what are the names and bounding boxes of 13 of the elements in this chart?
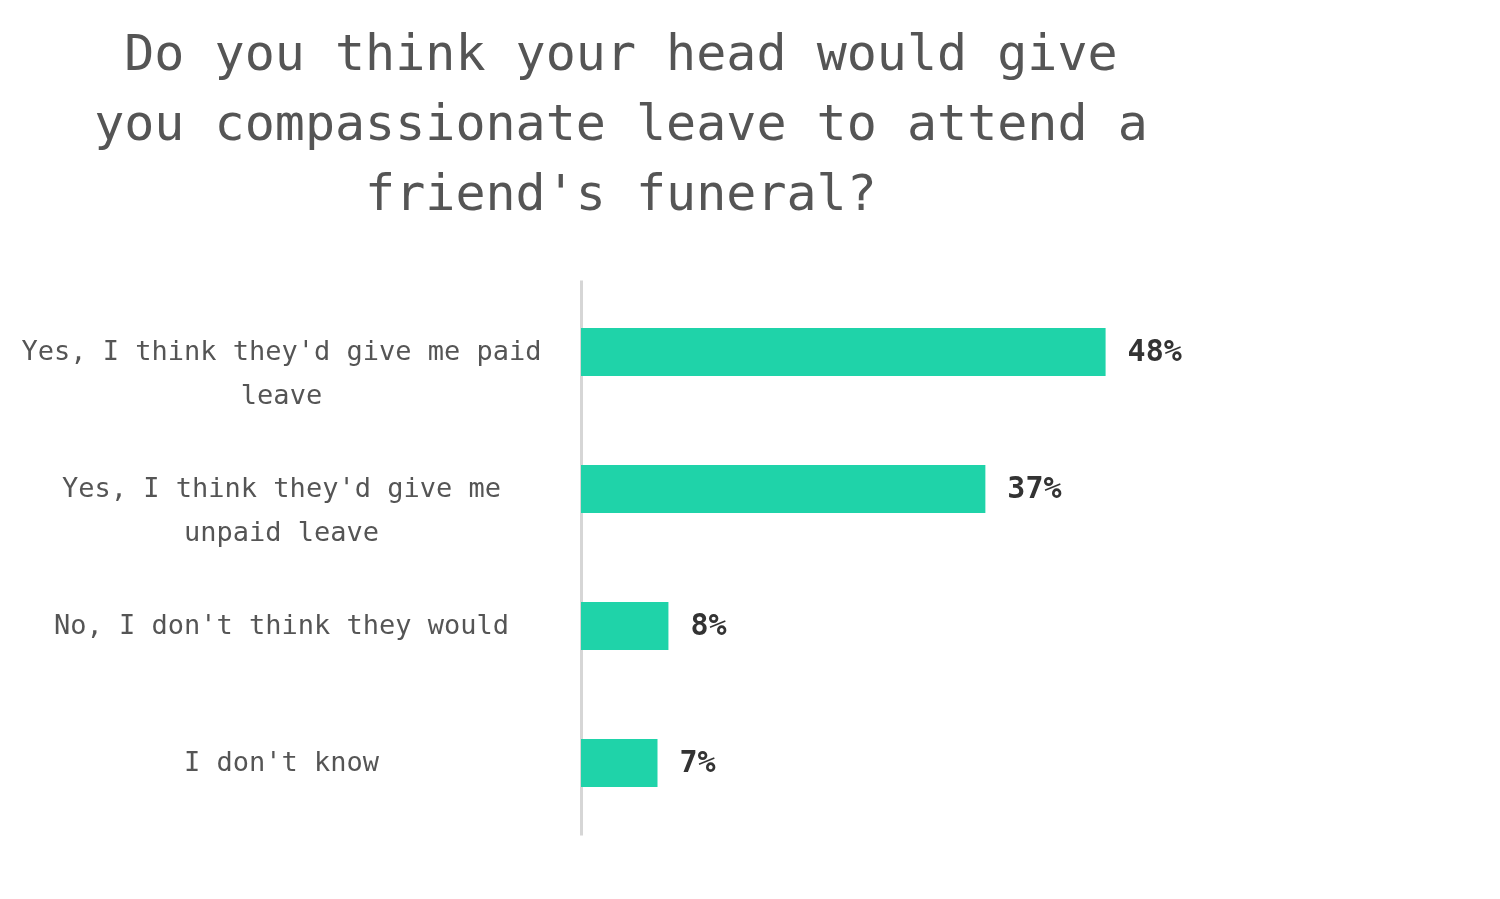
bar [581, 602, 669, 650]
bar [581, 327, 1106, 376]
data-label: 37% [1007, 469, 1062, 505]
y-tick-label: I don't know [183, 746, 380, 778]
y-tick-label: Yes, I think they'd give me paid leave [21, 334, 542, 410]
data-label: 7% [679, 744, 716, 780]
y-tick-label: Yes, I think they'd give me unpaid leave [62, 471, 501, 547]
chart-title: Do you think your head would give you compassionate leave to attend a friend's funeral? [94, 24, 1148, 222]
data-label: 48% [1127, 332, 1182, 368]
data-label: 8% [690, 607, 727, 643]
y-tick-label: No, I don't think they would [53, 609, 510, 641]
bar [581, 465, 986, 513]
bar [581, 739, 658, 788]
